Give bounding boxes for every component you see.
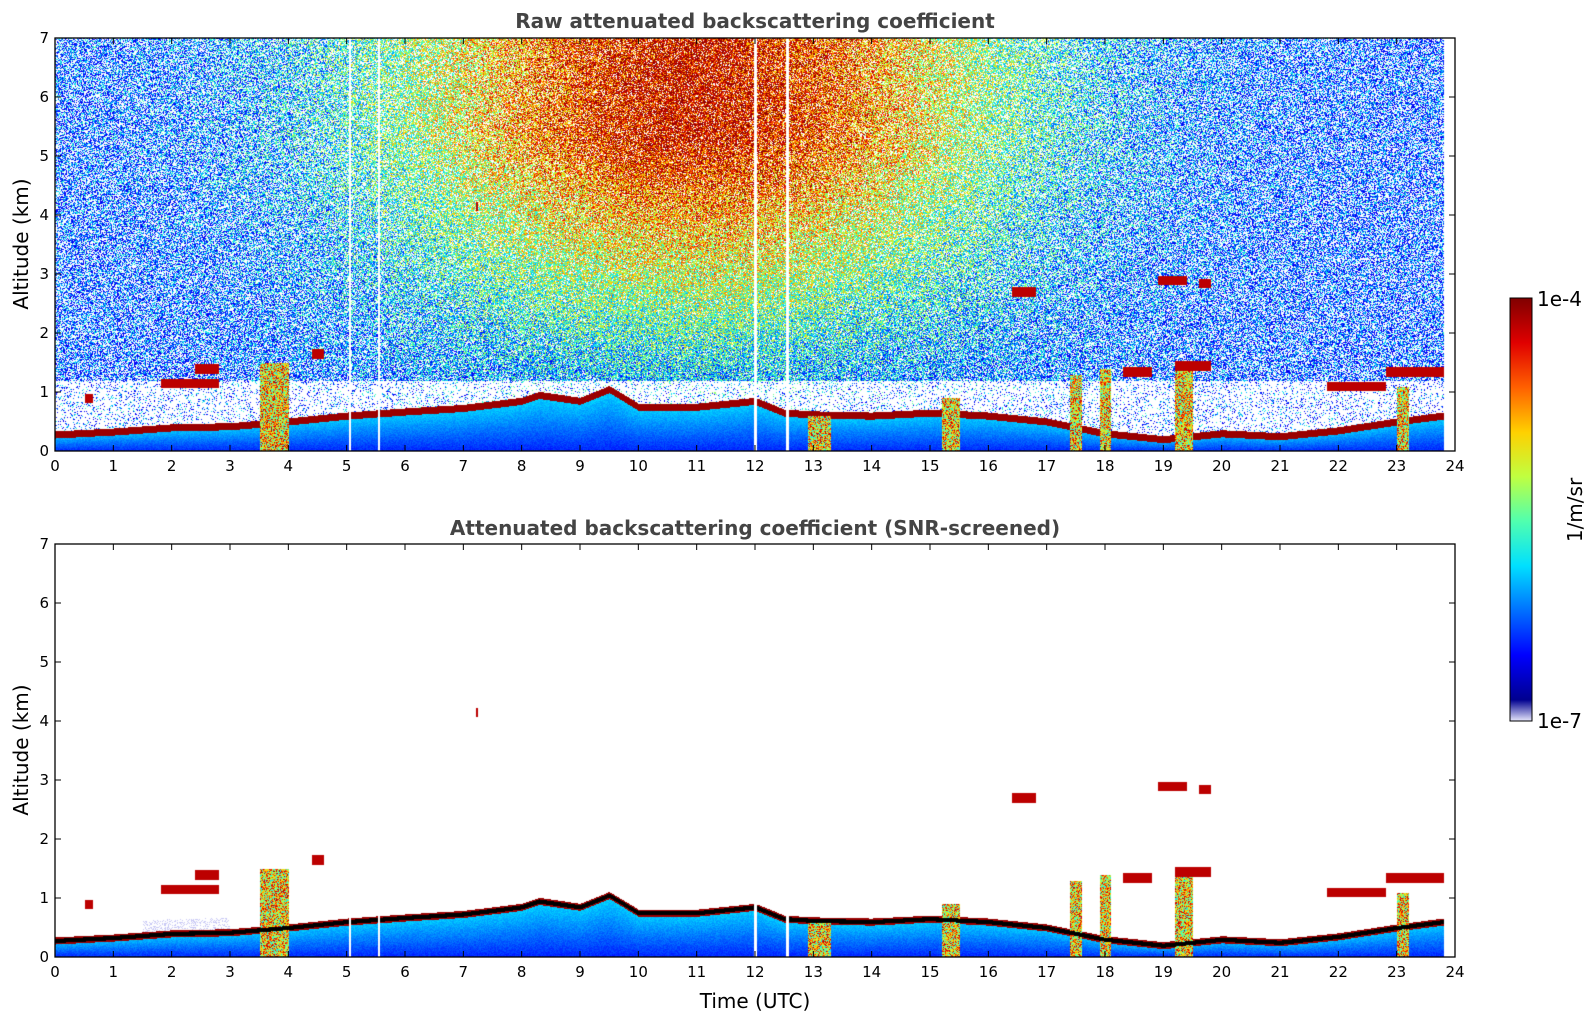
x-tick-label: 16	[979, 963, 998, 981]
y-tick-label: 2	[39, 830, 49, 848]
x-tick-label: 21	[1270, 457, 1289, 475]
raw-heatmap-image	[55, 38, 1455, 451]
x-tick-label: 20	[1212, 963, 1231, 981]
x-tick-label: 17	[1037, 457, 1056, 475]
x-tick-label: 6	[400, 457, 410, 475]
x-tick-label: 3	[225, 457, 235, 475]
x-tick-label: 5	[342, 457, 352, 475]
y-tick-label: 7	[39, 29, 49, 47]
x-tick-label: 21	[1270, 963, 1289, 981]
raw-x-axis: 0 1 2 3 4 5 6 7 8 9 10 11 12 13 14 15 16 17 18 19 20 21 22 23 24	[50, 38, 1465, 475]
x-tick-label: 19	[1154, 963, 1173, 981]
y-tick-label: 0	[39, 948, 49, 966]
x-tick-label: 9	[575, 963, 585, 981]
x-tick-label: 22	[1329, 457, 1348, 475]
x-tick-label: 12	[745, 963, 764, 981]
y-tick-label: 0	[39, 442, 49, 460]
x-tick-label: 7	[459, 963, 469, 981]
x-tick-label: 1	[109, 457, 119, 475]
x-tick-label: 16	[979, 457, 998, 475]
x-tick-label: 3	[225, 963, 235, 981]
y-tick-label: 4	[39, 206, 49, 224]
x-tick-label: 14	[862, 457, 881, 475]
x-tick-label: 13	[804, 963, 823, 981]
screened-y-axis-label: Altitude (km)	[9, 684, 33, 815]
screened-backscatter-panel: Attenuated backscattering coefficient (S…	[9, 516, 1465, 1013]
y-tick-label: 5	[39, 653, 49, 671]
x-tick-label: 22	[1329, 963, 1348, 981]
x-tick-label: 4	[284, 457, 294, 475]
x-tick-label: 11	[687, 963, 706, 981]
panel-title-screened: Attenuated backscattering coefficient (S…	[450, 516, 1060, 540]
x-tick-label: 23	[1387, 457, 1406, 475]
x-tick-label: 12	[745, 457, 764, 475]
x-tick-label: 15	[920, 963, 939, 981]
colorbar-max-label: 1e-4	[1537, 287, 1582, 311]
x-tick-label: 10	[629, 457, 648, 475]
x-tick-label: 19	[1154, 457, 1173, 475]
x-tick-label: 2	[167, 457, 177, 475]
x-tick-label: 0	[50, 963, 60, 981]
x-tick-label: 8	[517, 457, 527, 475]
screened-x-axis: 0 1 2 3 4 5 6 7 8 9 10 11 12 13 14 15 16 17 18 19 20 21 22 23 24	[50, 544, 1465, 981]
screened-heatmap	[55, 544, 1455, 957]
x-axis-label: Time (UTC)	[699, 989, 811, 1013]
x-tick-label: 11	[687, 457, 706, 475]
screened-y-axis: 0 1 2 3 4 5 6 7	[39, 535, 1455, 966]
x-tick-label: 15	[920, 457, 939, 475]
x-tick-label: 20	[1212, 457, 1231, 475]
raw-y-axis: 0 1 2 3 4 5 6 7	[39, 29, 1455, 460]
x-tick-label: 5	[342, 963, 352, 981]
y-tick-label: 1	[39, 889, 49, 907]
x-tick-label: 24	[1445, 963, 1464, 981]
colorbar-min-label: 1e-7	[1537, 709, 1582, 733]
x-tick-label: 6	[400, 963, 410, 981]
y-tick-label: 3	[39, 265, 49, 283]
x-tick-label: 18	[1095, 963, 1114, 981]
x-tick-label: 2	[167, 963, 177, 981]
x-tick-label: 8	[517, 963, 527, 981]
colorbar-bar	[1509, 297, 1533, 722]
x-tick-label: 4	[284, 963, 294, 981]
raw-y-axis-label: Altitude (km)	[9, 178, 33, 309]
x-tick-label: 10	[629, 963, 648, 981]
raw-backscatter-panel: Raw attenuated backscattering coefficien…	[9, 9, 1465, 475]
raw-heatmap	[55, 38, 1455, 451]
x-tick-label: 17	[1037, 963, 1056, 981]
panel-title-raw: Raw attenuated backscattering coefficien…	[515, 9, 995, 33]
x-tick-label: 14	[862, 963, 881, 981]
y-tick-label: 7	[39, 535, 49, 553]
y-tick-label: 4	[39, 712, 49, 730]
y-tick-label: 2	[39, 324, 49, 342]
x-tick-label: 0	[50, 457, 60, 475]
x-tick-label: 18	[1095, 457, 1114, 475]
x-tick-label: 7	[459, 457, 469, 475]
screened-heatmap-image	[55, 544, 1455, 957]
x-tick-label: 1	[109, 963, 119, 981]
y-tick-label: 6	[39, 88, 49, 106]
x-tick-label: 13	[804, 457, 823, 475]
x-tick-label: 24	[1445, 457, 1464, 475]
y-tick-label: 1	[39, 383, 49, 401]
colorbar-unit-label: 1/m/sr	[1563, 477, 1587, 542]
y-tick-label: 5	[39, 147, 49, 165]
colorbar: 1e-4 1e-7 1/m/sr	[1509, 287, 1587, 733]
y-tick-label: 6	[39, 594, 49, 612]
x-tick-label: 9	[575, 457, 585, 475]
x-tick-label: 23	[1387, 963, 1406, 981]
y-tick-label: 3	[39, 771, 49, 789]
